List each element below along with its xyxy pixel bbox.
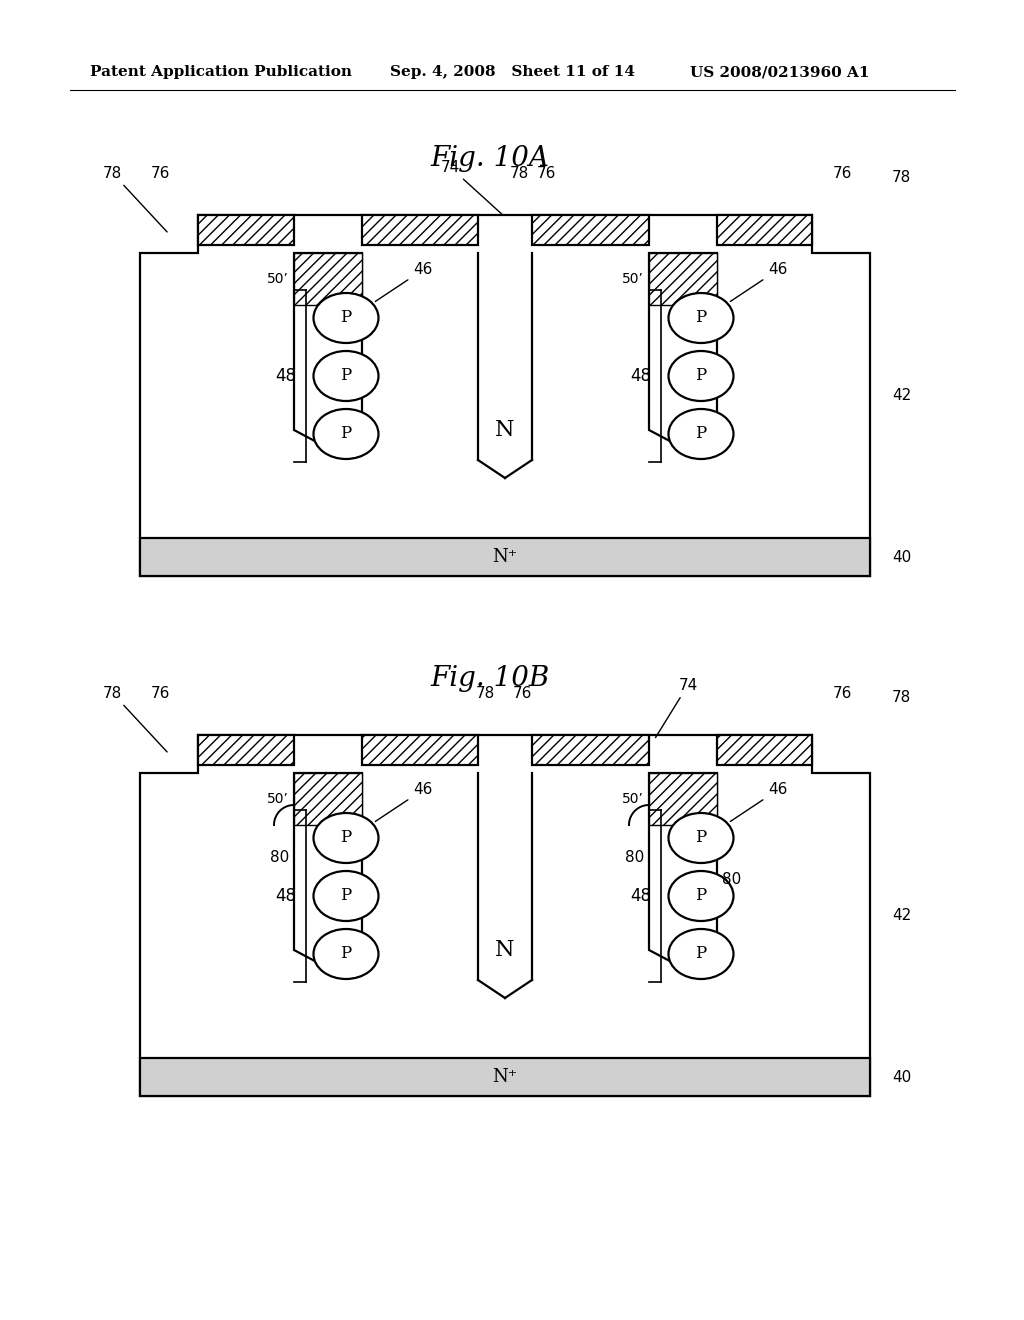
Bar xyxy=(294,774,362,825)
Bar xyxy=(532,215,649,246)
Text: N⁺: N⁺ xyxy=(493,548,517,566)
Text: P: P xyxy=(340,309,351,326)
Bar xyxy=(362,735,478,766)
Text: 76: 76 xyxy=(833,165,852,181)
Text: 78: 78 xyxy=(102,685,167,752)
Text: P: P xyxy=(340,367,351,384)
Text: 78: 78 xyxy=(892,689,911,705)
Text: 40: 40 xyxy=(892,1069,911,1085)
Ellipse shape xyxy=(313,929,379,979)
Bar xyxy=(717,215,812,246)
Text: 48: 48 xyxy=(275,887,297,906)
Polygon shape xyxy=(294,774,362,968)
Text: 74: 74 xyxy=(440,160,503,215)
Ellipse shape xyxy=(669,351,733,401)
Bar xyxy=(717,735,812,766)
Text: P: P xyxy=(340,945,351,962)
Text: 78: 78 xyxy=(892,169,911,185)
Bar xyxy=(532,735,649,766)
Polygon shape xyxy=(140,539,870,576)
Text: 42: 42 xyxy=(892,908,911,923)
Text: 78: 78 xyxy=(510,165,529,181)
Text: P: P xyxy=(695,945,707,962)
Text: P: P xyxy=(340,425,351,442)
Text: 50’: 50’ xyxy=(267,272,289,286)
Text: 46: 46 xyxy=(730,263,787,301)
Text: 78: 78 xyxy=(476,685,495,701)
Text: 80: 80 xyxy=(722,873,741,887)
Text: P: P xyxy=(695,829,707,846)
Text: 80: 80 xyxy=(625,850,644,865)
Polygon shape xyxy=(140,1059,870,1096)
Ellipse shape xyxy=(669,929,733,979)
Text: 50’: 50’ xyxy=(623,272,644,286)
Text: 46: 46 xyxy=(376,263,432,301)
Text: 46: 46 xyxy=(730,783,787,821)
Text: N: N xyxy=(496,939,515,961)
Polygon shape xyxy=(294,253,362,447)
Bar xyxy=(649,253,717,305)
Ellipse shape xyxy=(669,293,733,343)
Ellipse shape xyxy=(313,871,379,921)
Text: Patent Application Publication: Patent Application Publication xyxy=(90,65,352,79)
Text: 74: 74 xyxy=(655,677,697,738)
Text: 48: 48 xyxy=(631,887,651,906)
Bar xyxy=(649,774,717,825)
Text: 80: 80 xyxy=(269,850,289,865)
Bar xyxy=(198,215,294,246)
Ellipse shape xyxy=(313,813,379,863)
Text: P: P xyxy=(695,309,707,326)
Text: 48: 48 xyxy=(275,367,297,385)
Polygon shape xyxy=(649,774,717,968)
Polygon shape xyxy=(140,215,870,576)
Bar xyxy=(294,253,362,305)
Text: US 2008/0213960 A1: US 2008/0213960 A1 xyxy=(690,65,869,79)
Text: 50’: 50’ xyxy=(267,792,289,807)
Ellipse shape xyxy=(669,409,733,459)
Ellipse shape xyxy=(313,351,379,401)
Text: 76: 76 xyxy=(151,165,170,181)
Text: 76: 76 xyxy=(833,685,852,701)
Text: 48: 48 xyxy=(631,367,651,385)
Ellipse shape xyxy=(313,409,379,459)
Text: 42: 42 xyxy=(892,388,911,403)
Text: 76: 76 xyxy=(151,685,170,701)
Text: P: P xyxy=(695,425,707,442)
Text: 76: 76 xyxy=(537,165,556,181)
Text: P: P xyxy=(340,829,351,846)
Text: 78: 78 xyxy=(102,165,167,232)
Text: 40: 40 xyxy=(892,549,911,565)
Text: P: P xyxy=(695,887,707,904)
Text: 50’: 50’ xyxy=(623,792,644,807)
Text: P: P xyxy=(695,367,707,384)
Bar xyxy=(198,735,294,766)
Polygon shape xyxy=(649,253,717,447)
Ellipse shape xyxy=(313,293,379,343)
Text: N: N xyxy=(496,418,515,441)
Text: Fig. 10B: Fig. 10B xyxy=(430,664,550,692)
Bar xyxy=(362,215,478,246)
Text: 76: 76 xyxy=(513,685,532,701)
Text: N⁺: N⁺ xyxy=(493,1068,517,1086)
Text: Sep. 4, 2008   Sheet 11 of 14: Sep. 4, 2008 Sheet 11 of 14 xyxy=(390,65,635,79)
Polygon shape xyxy=(140,735,870,1096)
Ellipse shape xyxy=(669,813,733,863)
Ellipse shape xyxy=(669,871,733,921)
Text: P: P xyxy=(340,887,351,904)
Text: 46: 46 xyxy=(376,783,432,821)
Text: Fig. 10A: Fig. 10A xyxy=(430,144,550,172)
